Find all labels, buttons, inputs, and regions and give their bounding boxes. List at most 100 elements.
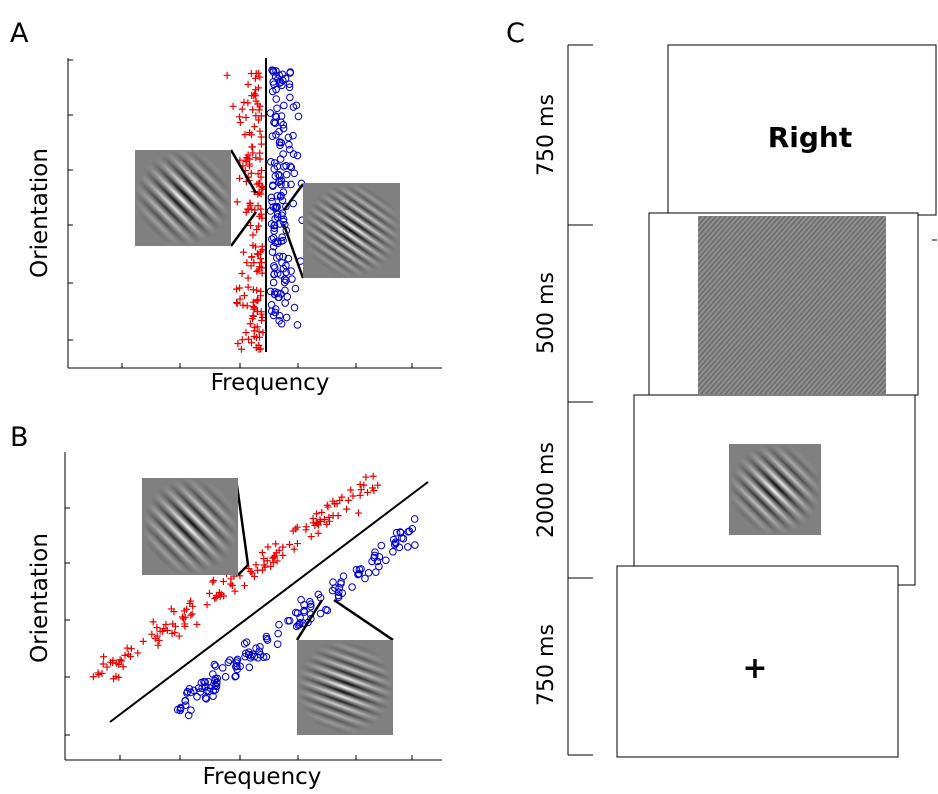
circle-marker [280,278,289,287]
circle-marker [232,662,240,671]
circle-marker [377,541,386,550]
circle-marker [296,618,304,627]
plus-marker [252,154,260,162]
circle-marker [271,305,280,313]
plus-marker [256,155,264,163]
timeline-axis [567,44,593,756]
plus-marker [110,675,118,683]
plus-marker [318,508,326,516]
circle-marker [240,639,249,648]
panel-label: B [10,422,29,453]
plus-marker [240,292,248,300]
plus-marker [95,671,103,679]
circle-marker [335,584,344,592]
plus-marker [156,627,164,635]
plus-marker [181,613,189,621]
plus-marker [275,546,283,554]
circle-marker [279,215,288,223]
circle-marker [408,525,417,533]
circle-marker [210,660,219,669]
circle-marker [274,293,283,301]
plus-marker [167,605,175,613]
plus-marker [289,527,297,535]
circle-marker [276,192,285,201]
plus-marker [121,651,129,659]
plus-marker [254,296,262,304]
plus-marker [246,162,254,170]
circle-marker [294,112,303,121]
plus-marker [307,533,315,541]
circle-marker [274,178,283,186]
plus-marker [238,105,246,113]
circle-marker [277,319,286,328]
plus-marker [233,300,241,308]
plus-marker [240,248,248,256]
plus-marker [233,285,241,293]
plus-marker [293,540,301,548]
circle-marker [277,112,286,120]
plus-marker [362,473,370,481]
plus-marker [360,481,368,489]
plus-marker [251,74,259,82]
circle-marker [252,644,260,653]
circle-marker [289,103,298,111]
plus-marker [126,652,134,660]
plus-marker [249,149,257,157]
panel-label: C [506,18,525,49]
plus-marker [255,345,263,353]
circle-marker [201,678,209,686]
plus-marker [252,243,260,251]
circle-marker [275,252,284,261]
plus-marker [245,335,252,343]
plus-marker [247,131,255,139]
circle-marker [273,210,282,219]
circle-marker [328,586,337,595]
y-axis-label: Orientation [27,148,53,278]
plus-marker [251,304,259,312]
circle-marker [287,163,296,172]
circle-marker [269,68,278,76]
screen [667,44,937,216]
circle-marker [280,101,288,110]
plus-marker [99,660,107,668]
circle-marker [410,515,419,523]
plus-marker [234,340,242,348]
circle-marker [389,535,398,544]
plus-marker [256,127,264,135]
plus-marker [249,231,257,239]
circle-marker [270,263,279,272]
plus-marker [240,98,248,106]
circle-marker [372,568,380,576]
plus-marker [154,641,162,649]
circle-marker [231,672,239,681]
circle-marker [205,687,213,696]
plus-marker [273,557,281,565]
circle-marker [285,145,294,154]
plus-marker [254,266,262,274]
circle-marker [306,602,315,611]
plus-marker [160,625,168,633]
circle-marker [364,569,373,577]
plus-marker [253,180,261,188]
circle-marker [396,528,404,536]
circle-marker [262,653,271,661]
plus-marker [293,523,301,531]
circle-marker [403,543,412,551]
circle-marker [392,528,401,537]
plus-marker [243,155,251,163]
circle-marker [196,688,205,696]
duration: 750 ms [534,624,559,706]
plus-marker [229,102,237,110]
circle-marker [224,658,233,667]
circle-marker [355,569,363,578]
circle-marker [352,565,361,574]
plus-marker [252,97,260,105]
circle-marker [270,159,279,167]
circle-marker [370,551,379,560]
circle-marker [389,547,397,556]
plus-marker [257,140,265,148]
circle-marker [271,308,280,317]
plus-marker [175,632,183,640]
plus-marker [247,169,255,177]
circle-marker [411,541,419,549]
